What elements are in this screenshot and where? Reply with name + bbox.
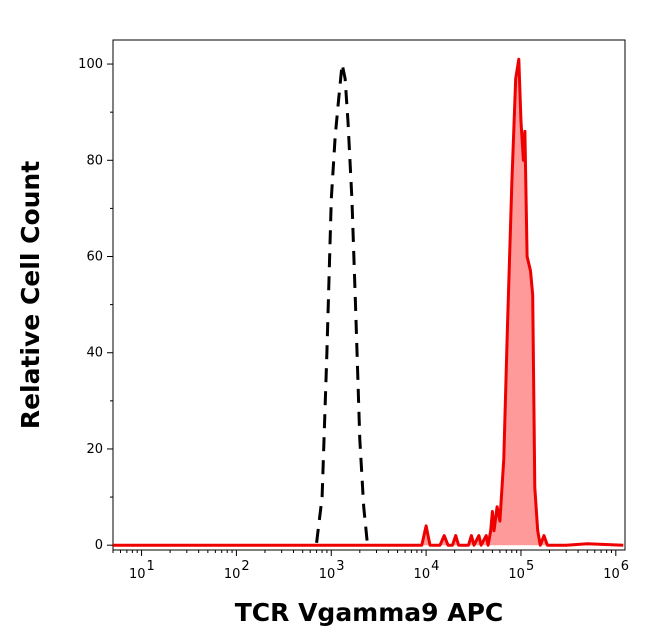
y-tick-label: 40 [86,346,103,361]
x-tick-label: 10 [603,567,620,582]
y-tick-label: 0 [95,538,103,553]
x-tick-exponent: 2 [241,559,249,574]
y-tick-label: 80 [86,153,103,168]
x-tick-label: 10 [129,567,146,582]
y-tick-label: 20 [86,442,103,457]
plot-frame [112,39,626,551]
x-tick-label: 10 [414,567,431,582]
x-tick-label: 10 [508,567,525,582]
x-axis-title: TCR Vgamma9 APC [235,598,504,627]
y-tick-label: 60 [86,250,103,265]
series-0-line [315,62,369,543]
y-tick-label: 100 [78,57,103,72]
y-axis: 0 20 40 60 80 100 [78,57,113,553]
x-tick-exponent: 6 [621,559,629,574]
x-tick-exponent: 3 [336,559,344,574]
x-tick-label: 10 [319,567,336,582]
x-tick-exponent: 1 [147,559,155,574]
series-1-fill [113,59,624,546]
y-axis-title: Relative Cell Count [16,161,45,429]
x-tick-exponent: 5 [526,559,534,574]
x-tick-exponent: 4 [431,559,439,574]
series-layer [113,57,624,547]
series-1-line [113,57,624,547]
x-tick-label: 10 [224,567,241,582]
